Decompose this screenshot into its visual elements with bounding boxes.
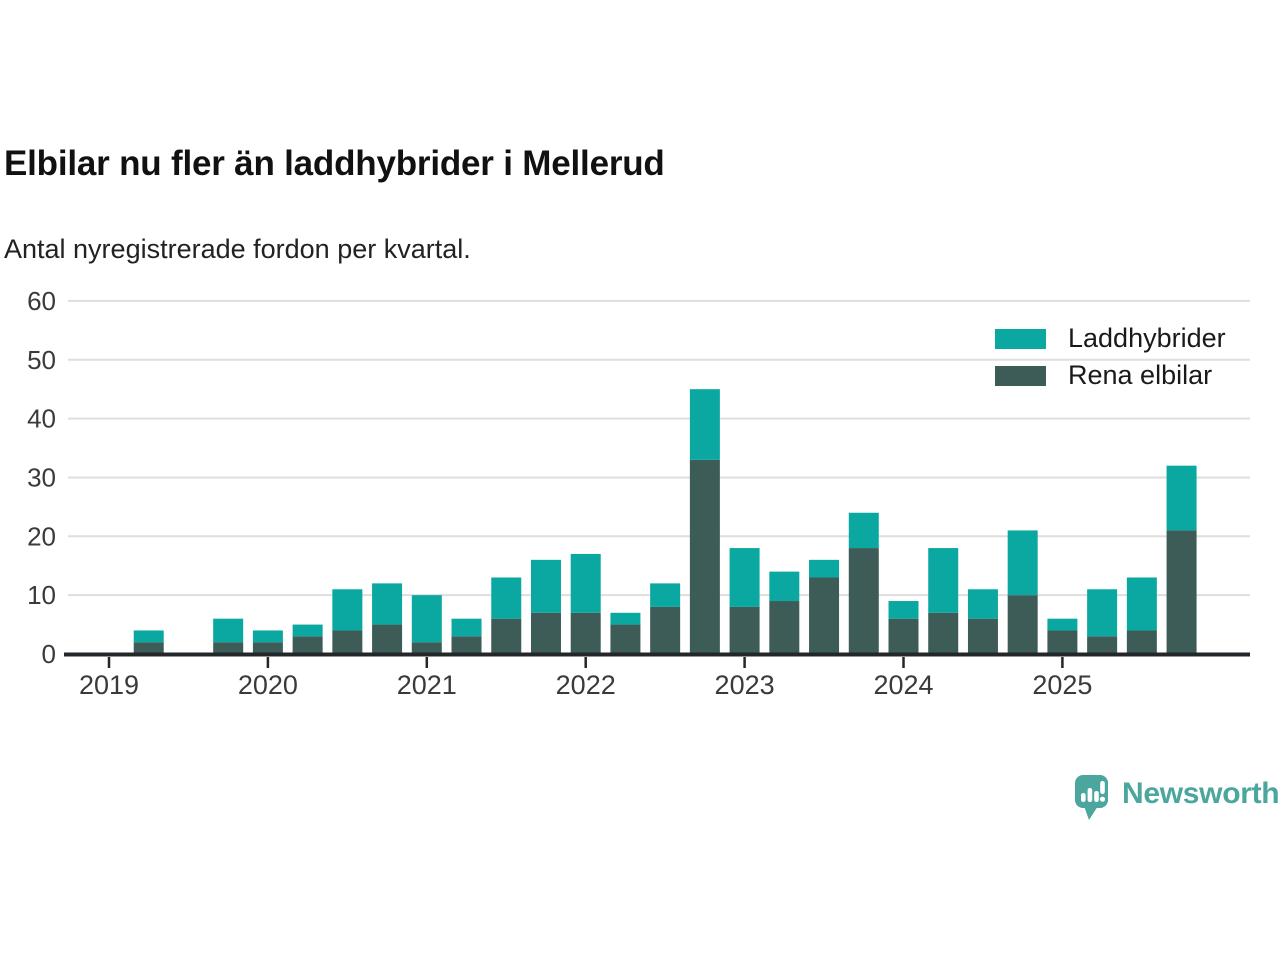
chart-subtitle: Antal nyregistrerade fordon per kvartal. — [4, 234, 471, 264]
y-axis-label: 60 — [27, 286, 56, 316]
bar-segment-laddhybrider — [967, 589, 998, 619]
bar-segment-laddhybrider — [848, 512, 879, 549]
x-axis-label: 2024 — [873, 670, 933, 700]
x-axis-label: 2021 — [397, 670, 457, 700]
bar-segment-rena-elbilar — [133, 642, 164, 654]
chart-title: Elbilar nu fler än laddhybrider i Meller… — [4, 144, 665, 183]
bar-segment-laddhybrider — [411, 595, 442, 643]
newsworthy-bubble-chart-icon — [1075, 775, 1108, 820]
bar-segment-rena-elbilar — [451, 636, 482, 654]
bar-segment-rena-elbilar — [888, 618, 919, 654]
legend-label: Rena elbilar — [1068, 360, 1213, 390]
bar-segment-laddhybrider — [809, 559, 840, 578]
bar-segment-laddhybrider — [888, 601, 919, 619]
bar-segment-rena-elbilar — [570, 612, 601, 654]
bar-segment-laddhybrider — [1087, 589, 1118, 637]
bar-segment-laddhybrider — [292, 624, 323, 637]
x-axis-label: 2025 — [1032, 670, 1092, 700]
bar-segment-laddhybrider — [610, 612, 641, 625]
legend-item-laddhybrider: Laddhybrider — [995, 323, 1226, 353]
bar-segment-rena-elbilar — [689, 459, 720, 654]
y-axis-label: 0 — [42, 639, 56, 669]
bar-segment-laddhybrider — [1126, 577, 1157, 631]
legend-label: Laddhybrider — [1068, 323, 1226, 353]
bar-segment-laddhybrider — [650, 583, 681, 607]
x-axis-label: 2022 — [556, 670, 616, 700]
y-axis-label: 10 — [27, 580, 56, 610]
y-axis-label: 40 — [27, 404, 56, 434]
bar-segment-laddhybrider — [1047, 618, 1078, 631]
bar-segment-laddhybrider — [1166, 465, 1197, 531]
bar-segment-rena-elbilar — [1007, 595, 1038, 654]
y-axis-label: 20 — [27, 521, 56, 551]
bar-segment-rena-elbilar — [252, 642, 283, 654]
bar-segment-rena-elbilar — [650, 606, 681, 654]
bar-segment-rena-elbilar — [848, 548, 879, 654]
x-axis-label: 2023 — [715, 670, 775, 700]
legend-item-rena-elbilar: Rena elbilar — [995, 360, 1226, 390]
bar-segment-rena-elbilar — [809, 577, 840, 654]
bar-segment-laddhybrider — [729, 548, 760, 607]
bar-segment-laddhybrider — [133, 630, 164, 643]
bar-segment-rena-elbilar — [1166, 530, 1197, 654]
bar-segment-laddhybrider — [252, 630, 283, 643]
bar-segment-laddhybrider — [1007, 530, 1038, 596]
bar-segment-rena-elbilar — [610, 624, 641, 654]
bar-segment-laddhybrider — [491, 577, 522, 619]
bar-segment-rena-elbilar — [1087, 636, 1118, 654]
bar-segment-rena-elbilar — [729, 606, 760, 654]
bar-segment-laddhybrider — [570, 553, 601, 613]
newsworthy-logo: Newsworthy — [1074, 774, 1280, 822]
legend-swatch-rena-elbilar — [995, 365, 1046, 386]
y-axis-label: 50 — [27, 345, 56, 375]
chart-legend: Laddhybrider Rena elbilar — [995, 323, 1226, 401]
bar-segment-laddhybrider — [530, 559, 561, 613]
bar-segment-laddhybrider — [451, 618, 482, 637]
bar-segment-laddhybrider — [769, 571, 800, 602]
bar-segment-rena-elbilar — [1126, 630, 1157, 654]
y-axis-label: 30 — [27, 462, 56, 492]
x-axis-label: 2019 — [79, 670, 139, 700]
bar-segment-rena-elbilar — [332, 630, 363, 654]
bar-segment-rena-elbilar — [372, 624, 403, 654]
newsworthy-wordmark: Newsworthy — [1122, 777, 1280, 810]
bar-segment-rena-elbilar — [967, 618, 998, 654]
bar-segment-rena-elbilar — [530, 612, 561, 654]
bar-segment-laddhybrider — [372, 583, 403, 625]
bar-segment-rena-elbilar — [769, 601, 800, 654]
bar-segment-rena-elbilar — [491, 618, 522, 654]
bar-segment-laddhybrider — [332, 589, 363, 631]
bar-segment-rena-elbilar — [1047, 630, 1078, 654]
chart-svg: 0 10 20 30 40 50 60 2019 2020 2021 2022 2023 2024 202… — [27, 286, 1250, 700]
legend-swatch-laddhybrider — [995, 328, 1046, 349]
x-axis-label: 2020 — [238, 670, 298, 700]
bar-segment-rena-elbilar — [213, 642, 244, 654]
bar-segment-rena-elbilar — [292, 636, 323, 654]
bar-segment-rena-elbilar — [411, 642, 442, 654]
bar-segment-laddhybrider — [213, 618, 244, 643]
bar-segment-laddhybrider — [928, 548, 959, 613]
bar-segment-rena-elbilar — [928, 612, 959, 654]
bar-segment-laddhybrider — [689, 389, 720, 460]
